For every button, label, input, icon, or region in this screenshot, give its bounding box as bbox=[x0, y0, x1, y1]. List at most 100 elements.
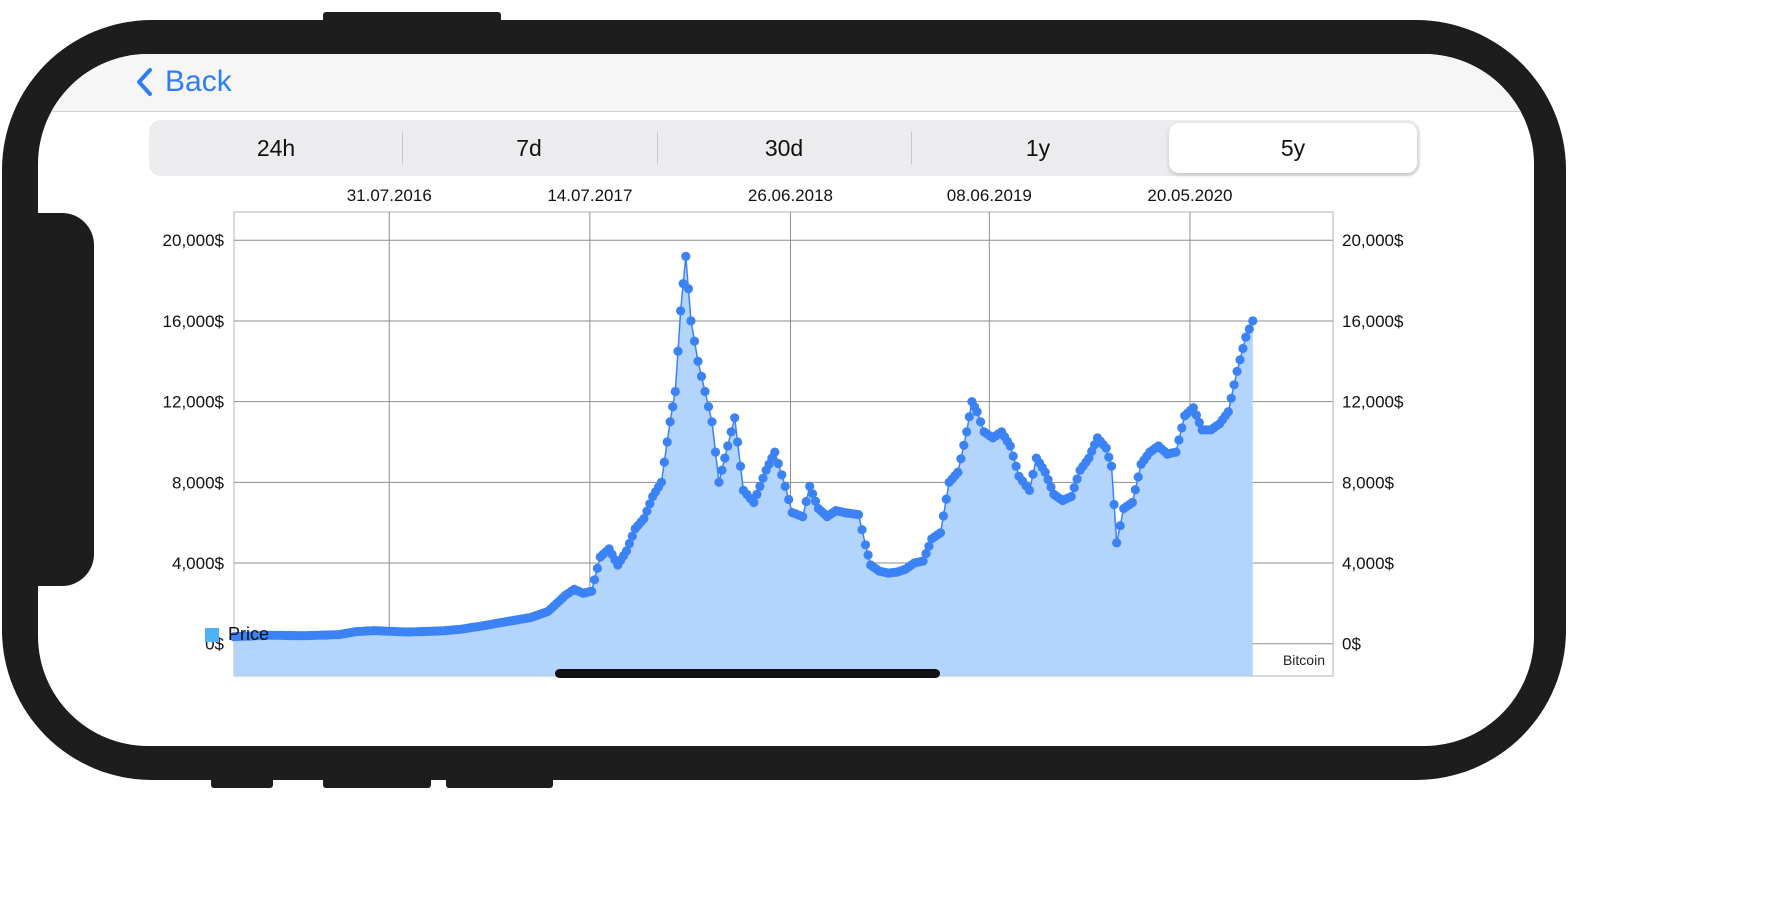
price-point bbox=[592, 563, 603, 574]
price-point bbox=[703, 402, 714, 412]
price-point bbox=[1046, 482, 1056, 492]
y-tick-label-right: 4,000$ bbox=[1342, 554, 1395, 573]
price-point bbox=[1008, 451, 1018, 461]
price-point bbox=[1040, 467, 1050, 477]
price-point bbox=[784, 494, 794, 505]
price-point bbox=[693, 356, 703, 366]
price-point bbox=[1177, 423, 1187, 433]
price-point bbox=[714, 477, 724, 487]
price-point bbox=[1106, 461, 1117, 471]
price-point bbox=[696, 371, 707, 381]
chart-legend: Price bbox=[205, 624, 269, 645]
y-tick-label-right: 16,000$ bbox=[1342, 312, 1404, 331]
price-point bbox=[758, 473, 768, 483]
price-point bbox=[587, 586, 597, 596]
legend-label-price: Price bbox=[228, 624, 270, 644]
price-point bbox=[1005, 441, 1015, 451]
price-point bbox=[1043, 475, 1053, 485]
price-point bbox=[860, 540, 871, 550]
y-tick-label-left: 12,000$ bbox=[163, 393, 225, 412]
price-point bbox=[710, 447, 721, 457]
price-point bbox=[1066, 491, 1076, 502]
screen: Back 24h 7d 30d 1y 5y bbox=[38, 54, 1534, 746]
price-point bbox=[1101, 443, 1111, 453]
y-tick-label-left: 8,000$ bbox=[172, 473, 225, 492]
price-point bbox=[749, 497, 759, 508]
price-point bbox=[770, 447, 780, 457]
price-point bbox=[810, 496, 821, 506]
price-point bbox=[921, 549, 931, 559]
price-point bbox=[1024, 485, 1035, 495]
price-point bbox=[1194, 417, 1204, 428]
y-tick-label-right: 20,000$ bbox=[1342, 231, 1404, 250]
price-point bbox=[1109, 499, 1119, 510]
price-point bbox=[1127, 497, 1137, 508]
y-tick-label-left: 4,000$ bbox=[172, 554, 225, 573]
price-point bbox=[686, 316, 696, 326]
price-point bbox=[624, 538, 635, 549]
price-point bbox=[681, 251, 691, 261]
price-point bbox=[717, 465, 727, 475]
price-point bbox=[1226, 393, 1236, 403]
price-point bbox=[938, 511, 949, 521]
price-point bbox=[780, 481, 790, 491]
price-point bbox=[733, 437, 743, 447]
price-point bbox=[1188, 403, 1198, 413]
navigation-bar: Back bbox=[38, 54, 1534, 112]
price-point bbox=[1235, 355, 1245, 365]
y-tick-label-right: 12,000$ bbox=[1342, 393, 1404, 412]
price-point bbox=[805, 481, 815, 491]
x-tick-label: 14.07.2017 bbox=[547, 186, 632, 205]
price-point bbox=[1115, 521, 1125, 531]
tab-7d[interactable]: 7d bbox=[516, 134, 542, 161]
price-point bbox=[801, 496, 811, 507]
price-point bbox=[752, 489, 762, 499]
tab-5y[interactable]: 5y bbox=[1169, 123, 1417, 173]
price-point bbox=[972, 407, 982, 417]
price-point bbox=[777, 470, 787, 480]
chart-watermark: Bitcoin bbox=[1283, 652, 1325, 668]
price-point bbox=[1133, 472, 1143, 482]
price-point bbox=[683, 284, 694, 294]
price-point bbox=[962, 427, 972, 437]
segment-divider bbox=[911, 132, 912, 164]
y-tick-label-right: 8,000$ bbox=[1342, 473, 1395, 492]
chevron-left-icon bbox=[137, 68, 152, 96]
price-point bbox=[798, 511, 808, 522]
tab-1y[interactable]: 1y bbox=[1025, 134, 1051, 161]
price-area bbox=[234, 256, 1253, 676]
price-point bbox=[1244, 324, 1254, 334]
price-point bbox=[1223, 407, 1233, 417]
price-point bbox=[670, 386, 680, 397]
price-point bbox=[735, 461, 746, 471]
price-point bbox=[1238, 343, 1248, 354]
price-point bbox=[730, 413, 740, 423]
y-tick-label-left: 20,000$ bbox=[163, 231, 225, 250]
price-point bbox=[673, 346, 683, 356]
price-point bbox=[1072, 474, 1082, 484]
price-point bbox=[662, 437, 672, 447]
back-button[interactable]: Back bbox=[135, 64, 232, 100]
price-point bbox=[1028, 469, 1038, 479]
segment-divider bbox=[402, 132, 403, 164]
price-point bbox=[665, 417, 675, 427]
tab-24h[interactable]: 24h bbox=[256, 134, 296, 161]
segment-divider bbox=[657, 132, 658, 164]
price-point bbox=[1069, 483, 1079, 493]
price-point bbox=[627, 531, 637, 541]
x-tick-label: 20.05.2020 bbox=[1147, 186, 1232, 205]
price-point bbox=[863, 550, 873, 560]
price-point bbox=[964, 412, 974, 422]
price-point bbox=[1241, 332, 1251, 342]
price-point bbox=[808, 489, 818, 499]
tab-30d[interactable]: 30d bbox=[764, 134, 804, 161]
price-point bbox=[755, 481, 765, 491]
price-point bbox=[589, 575, 600, 585]
price-point bbox=[976, 417, 986, 427]
legend-swatch-price bbox=[205, 627, 219, 642]
x-tick-label: 26.06.2018 bbox=[748, 186, 833, 205]
camera-notch bbox=[36, 213, 94, 586]
price-point bbox=[1191, 410, 1201, 420]
price-point bbox=[723, 441, 733, 451]
home-indicator bbox=[555, 669, 940, 678]
